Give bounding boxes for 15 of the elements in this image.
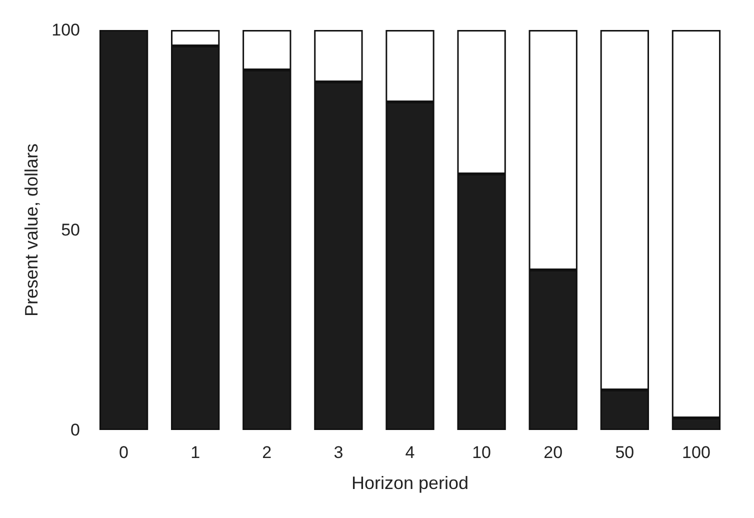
bar	[99, 30, 148, 430]
x-tick-label: 4	[405, 443, 415, 462]
x-tick-label: 0	[119, 443, 129, 462]
y-axis-title: Present value, dollars	[22, 143, 42, 317]
x-tick-label: 100	[682, 443, 710, 462]
x-tick-label: 20	[544, 443, 563, 462]
y-tick-label: 100	[52, 20, 80, 40]
y-tick-label: 0	[70, 420, 80, 440]
x-tick-label: 50	[615, 443, 634, 462]
x-tick-label: 2	[262, 443, 272, 462]
x-tick-label: 3	[334, 443, 344, 462]
x-axis-title: Horizon period	[351, 473, 469, 493]
y-tick-label: 50	[61, 220, 80, 240]
x-tick-label: 10	[472, 443, 492, 462]
x-tick-label: 1	[190, 443, 200, 462]
